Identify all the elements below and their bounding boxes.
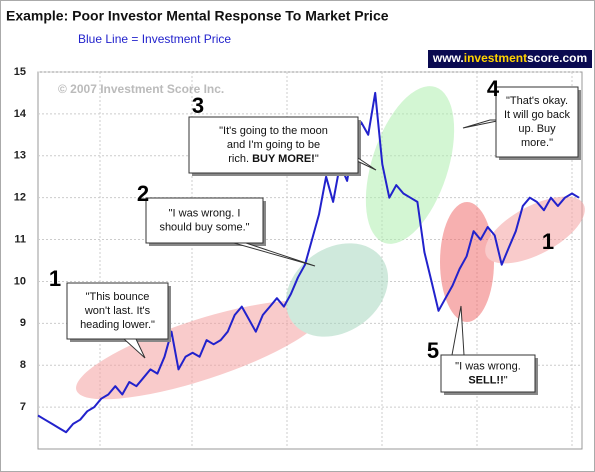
logo: www.investmentscore.com [432,51,587,65]
annotation: "I was wrong. SELL!!" 5 [427,305,538,395]
callout-text: rich. BUY MORE!" [228,153,319,165]
annotation-number: 1 [542,229,554,254]
callout-box [188,116,359,174]
callout-text: It will go back [504,109,571,121]
annotation: "It's going to the moon and I'm going to … [188,93,377,176]
callout-segment: "I was wrong. [455,360,521,372]
callout-segment: BUY MORE! [252,153,315,165]
logo-part: investment [464,51,527,65]
logo-box [428,50,592,68]
annotation: 1 [542,229,554,254]
callout-text: and I'm going to be [227,139,320,151]
annotation-number: 3 [192,93,204,118]
price-line [37,91,580,434]
callout-segment: "I was wrong. I [169,207,241,219]
callout-segment: more." [521,137,553,149]
copyright: © 2007 Investment Score Inc. [58,82,224,96]
chart-subtitle: Blue Line = Investment Price [78,32,231,46]
annotation-number: 2 [137,181,149,206]
ellipse [285,243,389,337]
annotation-number: 4 [487,76,500,101]
logo-part: www. [432,51,464,65]
chart-title: Example: Poor Investor Mental Response T… [6,8,389,24]
callout-text: SELL!!" [468,374,507,386]
y-tick-label: 12 [14,192,26,204]
callout-text: won't last. It's [84,305,151,317]
callout-segment: It will go back [504,109,571,121]
callout-segment: won't last. It's [84,305,151,317]
callout-segment: "This bounce [86,291,150,303]
callout-segment: "It's going to the moon [219,125,328,137]
annotation: "That's okay. It will go back up. Buy more.… [462,76,581,160]
ellipses [76,86,585,400]
y-tick-label: 9 [20,317,26,329]
y-tick-label: 13 [14,150,26,162]
ellipse [440,202,494,322]
annotation: "This bounce won't last. It's heading lowe… [49,266,171,359]
series [37,91,580,434]
annotations: "This bounce won't last. It's heading lowe… [49,76,581,395]
callout-text: heading lower." [80,319,155,331]
callout-text: "This bounce [86,291,150,303]
logo-part: score.com [527,51,587,65]
y-tick-label: 7 [20,401,26,413]
y-tick-label: 11 [14,233,26,245]
y-tick-label: 8 [20,359,26,371]
callout-segment: and I'm going to be [227,139,320,151]
callout-segment: SELL!! [468,374,503,386]
callout-text: "I was wrong. [455,360,521,372]
callout-segment: should buy some." [159,221,249,233]
callout-text: "I was wrong. I [169,207,241,219]
annotation: "I was wrong. I should buy some." 2 [137,181,316,267]
annotation-number: 5 [427,338,439,363]
callout-box [495,86,579,158]
y-tick-label: 15 [14,66,26,78]
y-tick-label: 10 [14,275,26,287]
callout-segment: " [504,374,508,386]
ellipse [365,86,455,244]
callout-segment: " [315,153,319,165]
y-tick-label: 14 [14,108,27,120]
callout-segment: heading lower." [80,319,155,331]
callout-box [66,282,169,340]
callout-text: should buy some." [159,221,249,233]
annotation-number: 1 [49,266,61,291]
ellipse [76,300,324,400]
callout-segment: "That's okay. [506,95,568,107]
callout-text: "It's going to the moon [219,125,328,137]
callout-segment: rich. [228,153,252,165]
callout-text: "That's okay. [506,95,568,107]
callout-text: more." [521,137,553,149]
callout-box [440,354,536,393]
callout-box [145,197,264,244]
callout-text: up. Buy [518,123,556,135]
callout-segment: up. Buy [518,123,556,135]
